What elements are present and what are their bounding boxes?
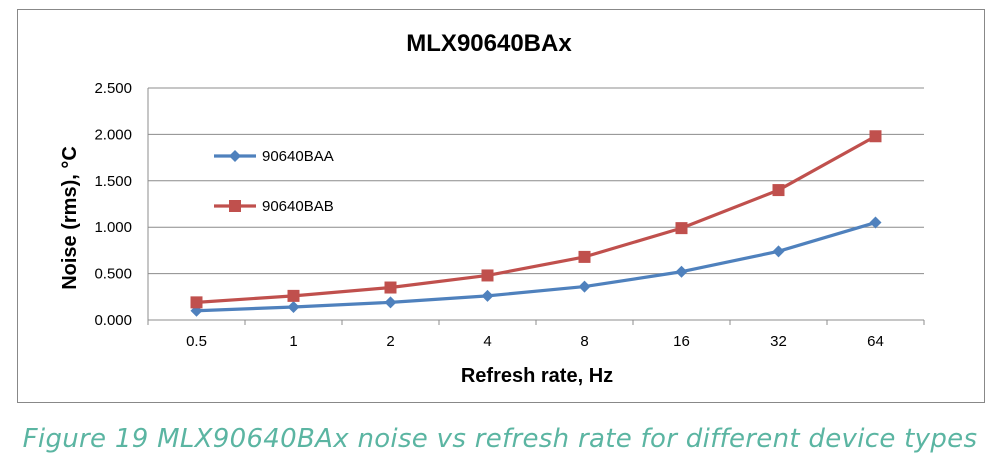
data-point [190, 296, 203, 309]
data-point [481, 269, 494, 282]
x-tick-label: 4 [483, 333, 491, 350]
y-tick-label: 2.500 [94, 80, 132, 97]
data-point [481, 289, 494, 302]
line-chart: MLX90640BAx 0.000 0.500 1.000 1.500 2.000 2.5… [59, 30, 925, 387]
x-tick-label: 1 [289, 333, 297, 350]
legend-label: 90640BAB [262, 198, 334, 215]
x-tick-label: 64 [867, 333, 884, 350]
legend-label: 90640BAA [262, 148, 334, 165]
figure-caption: Figure 19 MLX90640BAx noise vs refresh r… [22, 424, 978, 454]
legend-swatch-marker [229, 200, 241, 212]
x-axis-label: Refresh rate, Hz [461, 365, 613, 387]
series-layer [190, 130, 882, 317]
series-line [196, 221, 876, 313]
data-point [869, 130, 882, 143]
data-point [578, 250, 591, 263]
data-point [675, 265, 688, 278]
axes: 0.000 0.500 1.000 1.500 2.000 2.500 0.5 1 2 4 8 16 3… [94, 80, 925, 350]
legend-item: 90640BAA [214, 148, 334, 165]
x-tick-label: 8 [580, 333, 588, 350]
data-point [287, 289, 300, 302]
data-point [772, 184, 785, 197]
y-axis-label: Noise (rms), °C [59, 146, 81, 290]
x-tick-label: 32 [770, 333, 787, 350]
x-tick-label: 16 [673, 333, 690, 350]
chart-frame: MLX90640BAx 0.000 0.500 1.000 1.500 2.000 2.5… [17, 9, 985, 403]
data-point [772, 245, 785, 258]
data-point [384, 281, 397, 294]
y-tick-label: 1.000 [94, 219, 132, 236]
grid [148, 87, 924, 275]
legend-swatch-marker [229, 150, 241, 162]
series-90640BAA [190, 216, 882, 317]
data-point [384, 296, 397, 309]
data-point [675, 222, 688, 235]
data-point [578, 280, 591, 293]
y-tick-label: 0.000 [94, 312, 132, 329]
legend: 90640BAA 90640BAB [214, 148, 334, 215]
y-tick-label: 0.500 [94, 266, 132, 283]
series-line [196, 134, 877, 304]
data-point [869, 216, 882, 229]
x-tick-label: 2 [386, 333, 394, 350]
y-tick-label: 1.500 [94, 173, 132, 190]
data-point [287, 301, 300, 314]
chart-title: MLX90640BAx [406, 30, 572, 57]
x-tick-label: 0.5 [186, 333, 207, 350]
legend-item: 90640BAB [214, 198, 334, 215]
series-90640BAB [190, 130, 882, 309]
y-tick-label: 2.000 [94, 126, 132, 143]
